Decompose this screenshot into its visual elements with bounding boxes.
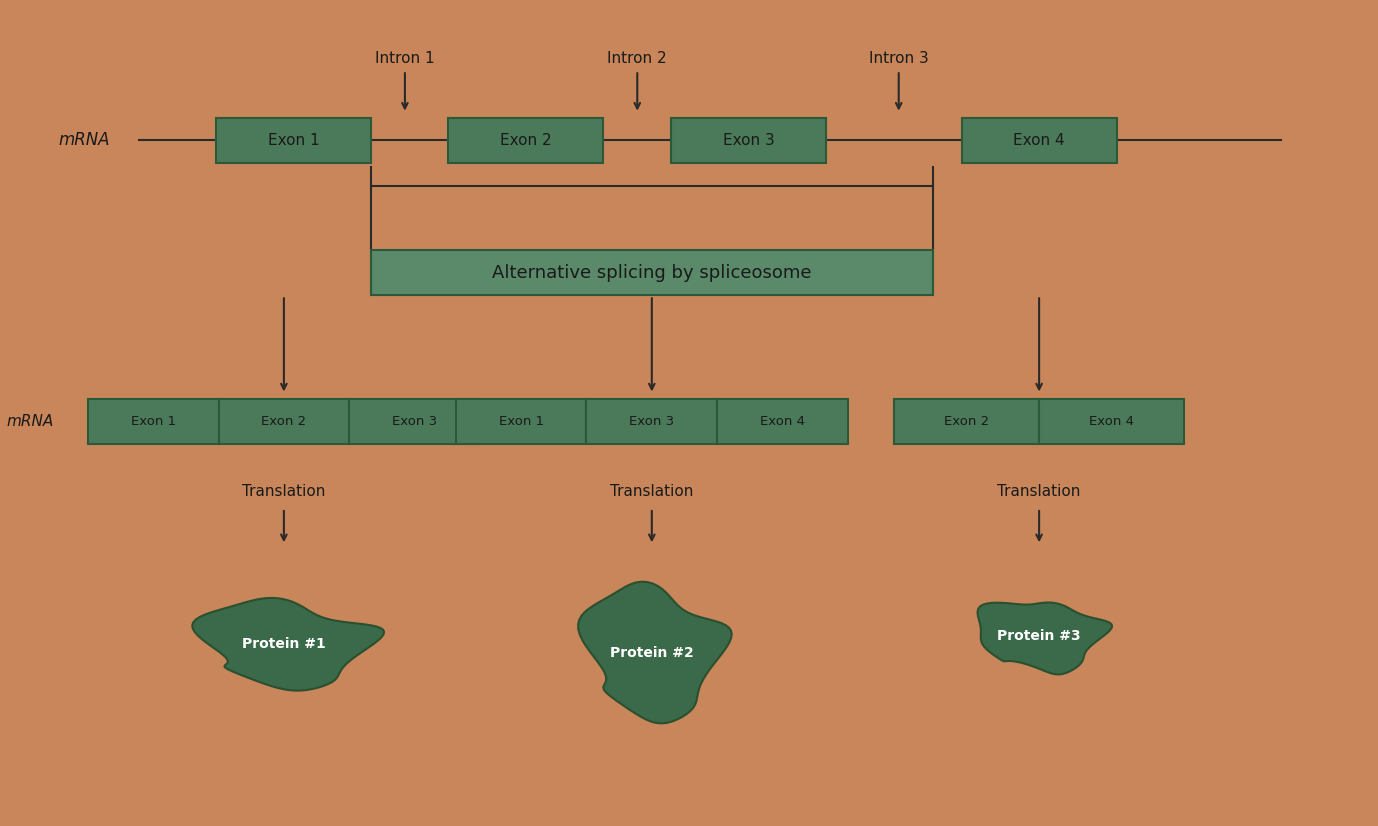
FancyBboxPatch shape: [88, 398, 219, 444]
Text: Exon 4: Exon 4: [1013, 133, 1065, 148]
Text: mRNA: mRNA: [7, 414, 54, 429]
Text: Exon 2: Exon 2: [500, 133, 551, 148]
FancyBboxPatch shape: [456, 398, 587, 444]
Text: Exon 3: Exon 3: [723, 133, 774, 148]
FancyBboxPatch shape: [371, 249, 933, 295]
FancyBboxPatch shape: [448, 117, 604, 163]
Text: Intron 2: Intron 2: [608, 51, 667, 66]
Text: mRNA: mRNA: [58, 131, 110, 150]
Text: Translation: Translation: [610, 484, 693, 499]
Text: Intron 3: Intron 3: [870, 51, 929, 66]
Text: Translation: Translation: [998, 484, 1080, 499]
FancyBboxPatch shape: [216, 117, 371, 163]
Text: Exon 3: Exon 3: [630, 415, 674, 428]
Text: Intron 1: Intron 1: [375, 51, 434, 66]
Text: Exon 1: Exon 1: [267, 133, 320, 148]
FancyBboxPatch shape: [671, 117, 825, 163]
Text: Alternative splicing by spliceosome: Alternative splicing by spliceosome: [492, 263, 812, 282]
Polygon shape: [193, 598, 384, 691]
Polygon shape: [579, 582, 732, 724]
Text: Exon 1: Exon 1: [131, 415, 176, 428]
Text: Exon 4: Exon 4: [1089, 415, 1134, 428]
Text: Exon 3: Exon 3: [391, 415, 437, 428]
FancyBboxPatch shape: [717, 398, 847, 444]
FancyBboxPatch shape: [587, 398, 717, 444]
Text: Protein #2: Protein #2: [610, 646, 693, 659]
Text: Translation: Translation: [243, 484, 325, 499]
FancyBboxPatch shape: [894, 398, 1039, 444]
FancyBboxPatch shape: [1039, 398, 1184, 444]
FancyBboxPatch shape: [219, 398, 349, 444]
Text: Exon 1: Exon 1: [499, 415, 544, 428]
Polygon shape: [977, 602, 1112, 674]
Text: Exon 2: Exon 2: [944, 415, 989, 428]
Text: Exon 2: Exon 2: [262, 415, 306, 428]
Text: Protein #3: Protein #3: [998, 629, 1080, 643]
FancyBboxPatch shape: [349, 398, 480, 444]
Text: Protein #1: Protein #1: [243, 638, 325, 651]
FancyBboxPatch shape: [962, 117, 1116, 163]
Text: Exon 4: Exon 4: [761, 415, 805, 428]
